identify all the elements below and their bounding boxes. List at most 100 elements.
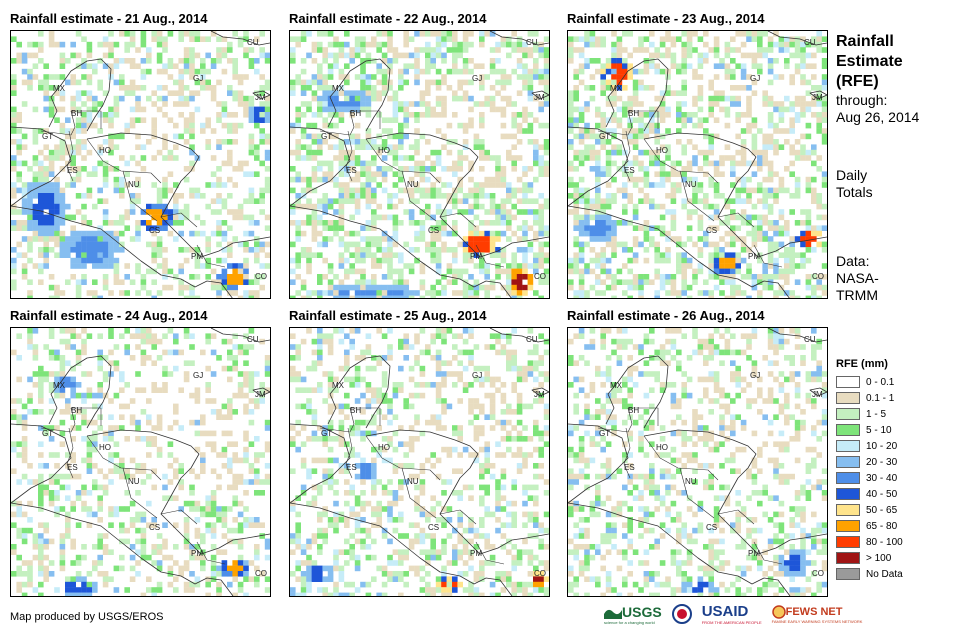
rainfall-cell xyxy=(495,441,501,447)
rainfall-cell xyxy=(387,128,393,134)
rainfall-cell xyxy=(70,106,76,113)
rainfall-cell xyxy=(264,576,270,582)
region-label: MX xyxy=(53,381,66,390)
rainfall-cell xyxy=(387,349,393,356)
rainfall-cell xyxy=(27,209,33,215)
rainfall-cell xyxy=(216,295,222,298)
rainfall-cell xyxy=(16,160,22,167)
rainfall-cell xyxy=(151,279,157,285)
rainfall-cell xyxy=(232,538,238,545)
rainfall-cell xyxy=(414,128,420,134)
rainfall-cell xyxy=(189,581,195,588)
rainfall-cell xyxy=(16,209,22,215)
rainfall-cell xyxy=(697,122,704,129)
rainfall-cell xyxy=(254,149,260,156)
rainfall-cell xyxy=(730,155,736,161)
rainfall-cell xyxy=(81,414,87,420)
rainfall-cell xyxy=(600,133,606,140)
rainfall-cell xyxy=(59,387,66,393)
rainfall-cell xyxy=(311,349,318,356)
rainfall-cell xyxy=(757,279,763,285)
rainfall-map: CU GJ JM MX BH GT HO ES NU CS PM CO xyxy=(289,327,550,597)
rainfall-cell xyxy=(376,90,382,96)
rainfall-cell xyxy=(59,106,66,113)
rainfall-cell xyxy=(221,517,228,523)
rainfall-cell xyxy=(189,333,195,339)
rainfall-cell xyxy=(360,252,366,258)
rainfall-cell xyxy=(649,236,655,242)
rainfall-cell xyxy=(708,139,714,145)
rainfall-cell xyxy=(622,68,628,75)
rainfall-cell xyxy=(425,52,431,59)
rainfall-cell xyxy=(221,112,228,118)
rainfall-cell xyxy=(611,117,617,123)
rainfall-cell xyxy=(16,112,22,118)
cuba-coastline xyxy=(210,328,270,343)
rainfall-cell xyxy=(595,155,601,161)
rainfall-cell xyxy=(306,365,312,372)
rainfall-cell xyxy=(65,452,71,458)
rainfall-cell xyxy=(27,279,33,285)
rainfall-cell xyxy=(643,166,650,172)
rainfall-cell xyxy=(338,155,345,161)
rainfall-cell xyxy=(162,522,168,528)
rainfall-cell xyxy=(65,128,71,134)
rainfall-cell xyxy=(365,252,372,258)
rainfall-cell xyxy=(794,295,801,298)
rainfall-cell xyxy=(468,295,474,298)
rainfall-cell xyxy=(43,430,49,437)
rainfall-cell xyxy=(232,122,238,129)
rainfall-cell xyxy=(108,236,114,242)
rainfall-cell xyxy=(205,36,211,42)
rainfall-cell xyxy=(216,592,222,596)
rainfall-cell xyxy=(54,376,60,383)
rainfall-cell xyxy=(16,414,22,420)
rainfall-cell xyxy=(75,522,82,528)
rainfall-cell xyxy=(360,284,366,291)
rainfall-cell xyxy=(232,571,238,577)
rainfall-cell xyxy=(216,484,222,491)
rainfall-cell xyxy=(59,220,66,226)
rainfall-cell xyxy=(43,257,49,264)
rainfall-cell xyxy=(200,85,206,91)
rainfall-cell xyxy=(129,517,136,523)
rainfall-cell xyxy=(430,31,436,37)
rainfall-cell xyxy=(189,63,195,69)
rainfall-cell xyxy=(457,41,463,48)
rainfall-cell xyxy=(210,171,217,177)
rainfall-cell xyxy=(730,214,736,221)
rainfall-cell xyxy=(784,95,790,102)
rainfall-cell xyxy=(354,398,361,404)
rainfall-cell xyxy=(398,176,404,183)
rainfall-cell xyxy=(392,392,399,399)
rainfall-cell xyxy=(108,139,114,145)
rainfall-cell xyxy=(686,47,693,53)
rainfall-cell xyxy=(713,263,720,269)
rainfall-cell xyxy=(441,31,447,37)
rainfall-cell xyxy=(243,47,249,53)
rainfall-cell xyxy=(670,284,677,291)
rainfall-cell xyxy=(484,230,490,237)
rainfall-cell xyxy=(376,295,382,298)
rainfall-cell xyxy=(227,149,233,156)
rainfall-cell xyxy=(387,441,393,447)
rainfall-cell xyxy=(398,290,404,296)
rainfall-cell xyxy=(638,225,644,231)
rainfall-cell xyxy=(151,268,157,275)
rainfall-cell xyxy=(441,446,447,453)
rainfall-cell xyxy=(156,560,163,566)
rainfall-cell xyxy=(495,68,501,75)
rainfall-cell xyxy=(338,74,345,80)
rainfall-cell xyxy=(173,349,179,356)
rainfall-cell xyxy=(119,457,125,464)
rainfall-cell xyxy=(38,425,44,431)
rainfall-cell xyxy=(327,263,334,269)
rainfall-cell xyxy=(773,193,779,199)
rainfall-cell xyxy=(178,268,184,275)
rainfall-cell xyxy=(600,171,606,177)
rainfall-cell xyxy=(622,74,628,80)
rainfall-cell xyxy=(670,274,677,280)
rainfall-cell xyxy=(189,419,195,426)
rainfall-cell xyxy=(32,236,39,242)
rainfall-cell xyxy=(259,263,265,269)
